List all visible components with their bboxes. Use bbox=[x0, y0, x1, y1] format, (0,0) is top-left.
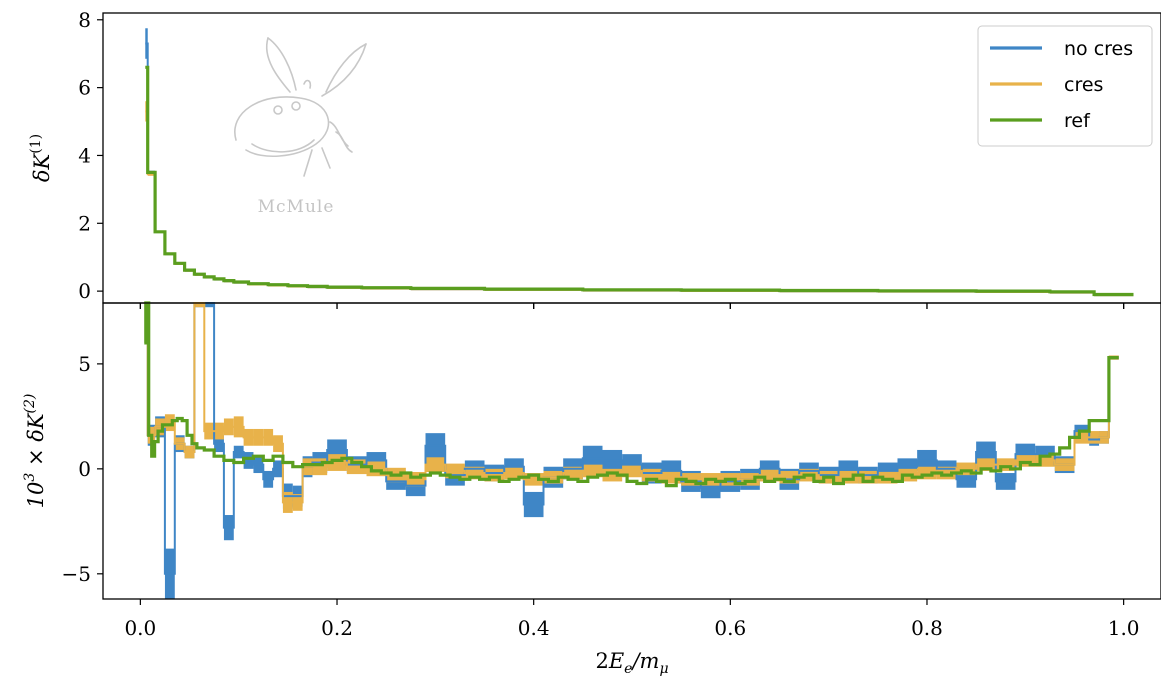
top-line-ref bbox=[145, 65, 1134, 297]
top-lines bbox=[145, 42, 1134, 297]
bottom-band-cres-6 bbox=[194, 303, 205, 308]
legend-label-no-cres: no cres bbox=[1064, 38, 1133, 60]
top-ytick-label-2: 4 bbox=[78, 143, 91, 167]
logo-text: McMule bbox=[258, 197, 335, 217]
legend-label-cres: cres bbox=[1064, 74, 1103, 96]
mcmule-logo: McMule bbox=[234, 37, 367, 217]
bottom-ytick-label-2: 5 bbox=[78, 352, 91, 376]
bottom-y-ticks: −5 0 5 bbox=[62, 352, 103, 586]
bottom-xtick-label-3: 0.6 bbox=[714, 616, 746, 640]
bottom-xtick-label-2: 0.4 bbox=[518, 616, 550, 640]
bottom-bands bbox=[145, 303, 1119, 599]
bottom-ytick-label-0: −5 bbox=[62, 562, 91, 586]
top-ytick-label-3: 6 bbox=[78, 76, 91, 100]
legend-frame bbox=[977, 25, 1153, 147]
bottom-x-ticks: 0.0 0.2 0.4 0.6 0.8 1.0 bbox=[124, 303, 1140, 640]
bottom-band-no-cres-7 bbox=[204, 303, 215, 308]
top-ytick-label-4: 8 bbox=[78, 8, 91, 32]
bottom-plot-frame bbox=[102, 302, 1161, 600]
top-ytick-label-1: 2 bbox=[78, 211, 91, 235]
bottom-xtick-label-5: 1.0 bbox=[1108, 616, 1140, 640]
top-ytick-label-0: 0 bbox=[78, 279, 91, 303]
bottom-line-cres bbox=[145, 302, 1119, 504]
bottom-panel: −5 0 5 0.0 0.2 0.4 0.6 0.8 1.0 103 × δK(2) 2Ee/… bbox=[22, 301, 1161, 677]
bottom-line-ref bbox=[144, 301, 1119, 488]
legend: no cres cres ref bbox=[977, 25, 1153, 147]
bottom-xtick-label-4: 0.8 bbox=[911, 616, 943, 640]
bottom-xtick-label-0: 0.0 bbox=[124, 616, 156, 640]
bottom-xtick-label-1: 0.2 bbox=[321, 616, 353, 640]
bottom-line-no-cres bbox=[145, 302, 1119, 575]
bottom-y-axis-title: 103 × δK(2) bbox=[22, 394, 48, 509]
legend-label-ref: ref bbox=[1064, 110, 1091, 132]
bottom-lines bbox=[144, 301, 1119, 575]
x-axis-title: 2Ee/mμ bbox=[595, 649, 668, 677]
top-panel: 0 2 4 6 8 δK(1) bbox=[28, 8, 1161, 309]
bottom-ytick-label-1: 0 bbox=[78, 457, 91, 481]
top-y-axis-title: δK(1) bbox=[28, 134, 54, 182]
top-y-ticks: 0 2 4 6 8 bbox=[78, 8, 1125, 309]
